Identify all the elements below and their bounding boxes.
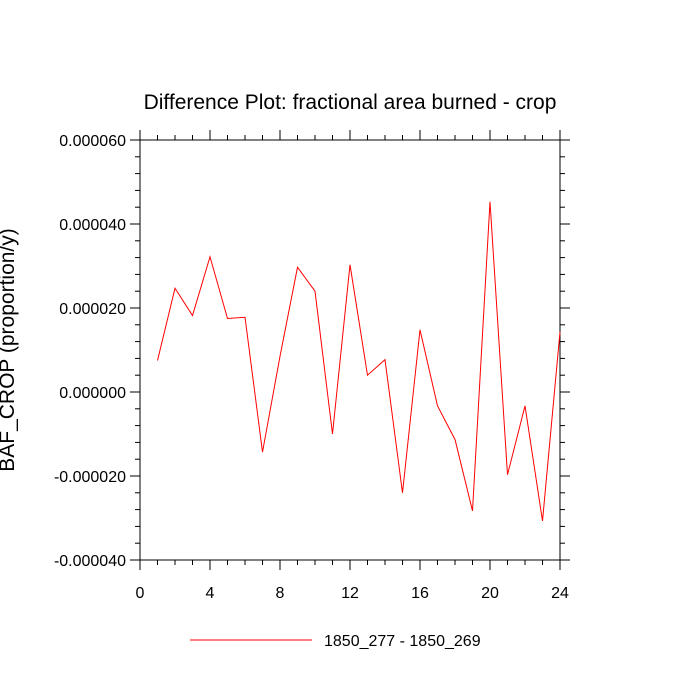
chart-title: Difference Plot: fractional area burned … <box>144 91 557 114</box>
y-tick-label: -0.000040 <box>54 553 126 570</box>
y-axis-tick-labels: -0.000040 -0.000020 0.000000 0.000020 0.0000… <box>54 133 126 570</box>
x-tick-label: 24 <box>551 585 569 602</box>
series-layer <box>157 201 561 522</box>
legend: 1850_277 - 1850_269 <box>190 633 481 650</box>
y-axis-label: BAF_CROP (proportion/y) <box>0 228 19 472</box>
y-tick-label: 0.000060 <box>59 133 126 150</box>
x-axis-tick-labels: 0 4 8 12 16 20 24 <box>136 585 569 602</box>
y-tick-label: 0.000040 <box>59 217 126 234</box>
x-tick-label: 4 <box>206 585 215 602</box>
y-axis-ticks <box>130 139 570 561</box>
y-tick-label: -0.000020 <box>54 469 126 486</box>
series-line <box>157 201 561 522</box>
plot-frame <box>139 139 561 561</box>
x-tick-label: 20 <box>481 585 499 602</box>
x-axis-ticks <box>139 130 561 570</box>
x-tick-label: 8 <box>276 585 285 602</box>
x-tick-label: 0 <box>136 585 145 602</box>
legend-label: 1850_277 - 1850_269 <box>324 633 481 650</box>
x-tick-label: 12 <box>341 585 359 602</box>
y-tick-label: 0.000020 <box>59 301 126 318</box>
x-tick-label: 16 <box>411 585 429 602</box>
y-tick-label: 0.000000 <box>59 385 126 402</box>
